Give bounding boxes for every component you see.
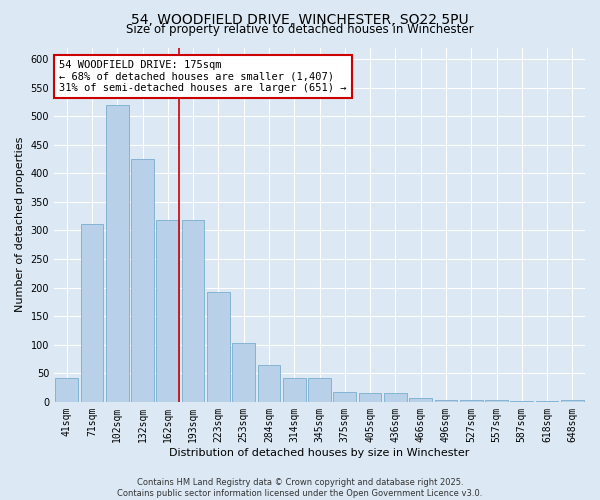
Text: Contains HM Land Registry data © Crown copyright and database right 2025.
Contai: Contains HM Land Registry data © Crown c…	[118, 478, 482, 498]
Bar	[384, 392, 407, 402]
Bar	[257, 364, 280, 402]
Bar	[232, 343, 255, 402]
X-axis label: Distribution of detached houses by size in Winchester: Distribution of detached houses by size …	[169, 448, 470, 458]
Text: 54 WOODFIELD DRIVE: 175sqm
← 68% of detached houses are smaller (1,407)
31% of s: 54 WOODFIELD DRIVE: 175sqm ← 68% of deta…	[59, 60, 347, 93]
Bar	[485, 400, 508, 402]
Bar	[131, 159, 154, 402]
Bar	[207, 292, 230, 402]
Bar	[55, 378, 78, 402]
Bar	[409, 398, 432, 402]
Bar	[359, 392, 382, 402]
Bar	[308, 378, 331, 402]
Bar	[106, 104, 128, 402]
Bar	[80, 224, 103, 402]
Bar	[561, 400, 584, 402]
Text: 54, WOODFIELD DRIVE, WINCHESTER, SO22 5PU: 54, WOODFIELD DRIVE, WINCHESTER, SO22 5P…	[131, 12, 469, 26]
Bar	[460, 400, 482, 402]
Bar	[434, 400, 457, 402]
Bar	[283, 378, 305, 402]
Y-axis label: Number of detached properties: Number of detached properties	[15, 137, 25, 312]
Bar	[334, 392, 356, 402]
Text: Size of property relative to detached houses in Winchester: Size of property relative to detached ho…	[126, 22, 474, 36]
Bar	[182, 220, 205, 402]
Bar	[511, 400, 533, 402]
Bar	[157, 220, 179, 402]
